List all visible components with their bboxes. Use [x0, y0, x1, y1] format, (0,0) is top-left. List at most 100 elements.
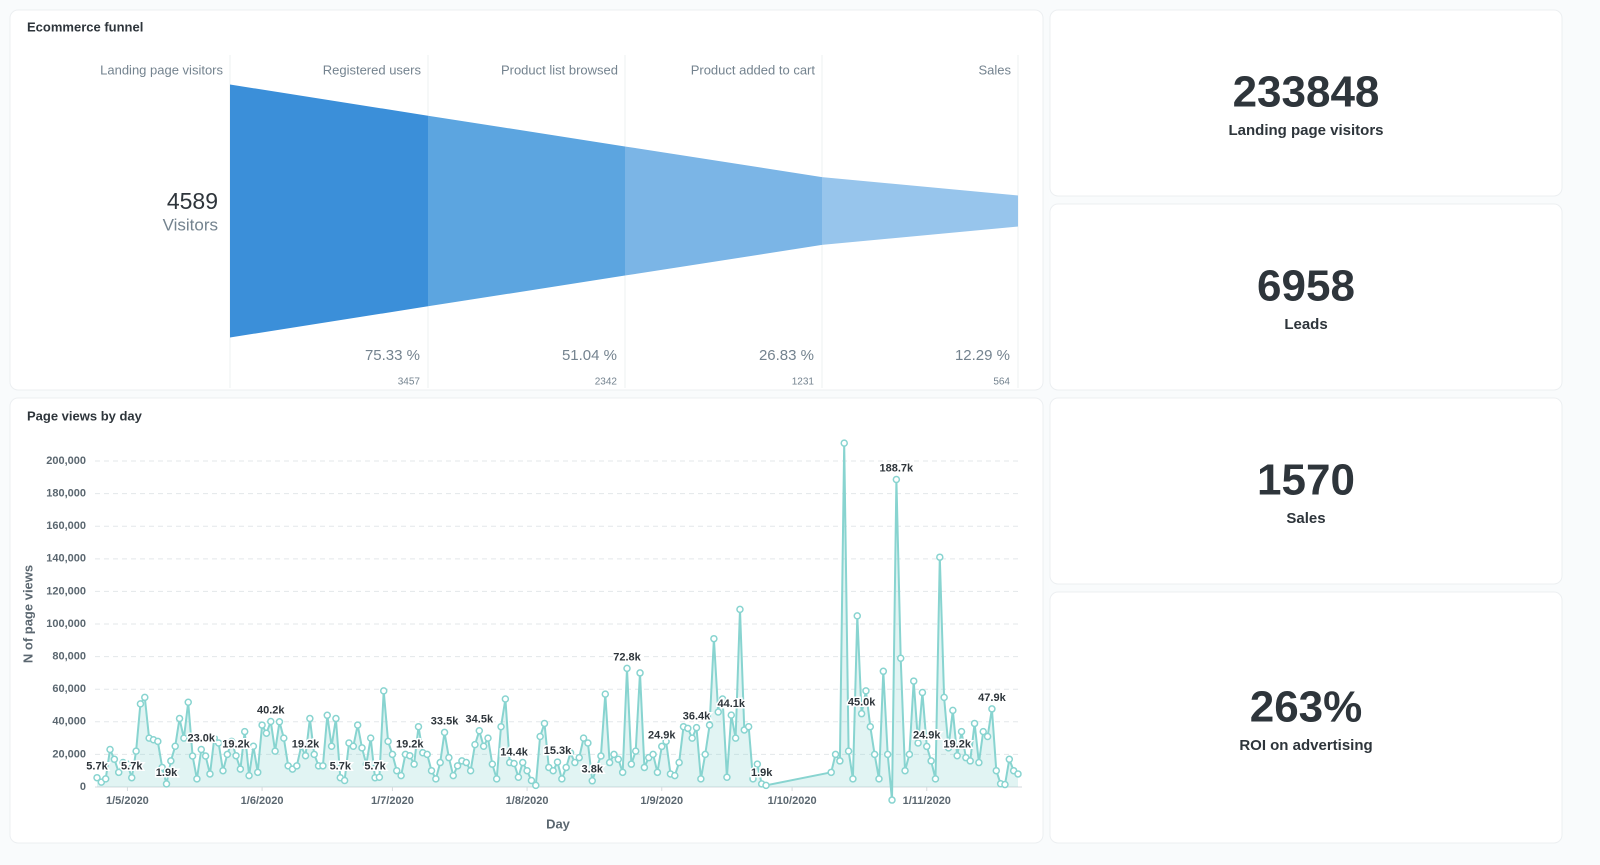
point [132, 747, 140, 755]
point [840, 439, 848, 447]
point [436, 758, 444, 767]
point [896, 654, 905, 663]
point [106, 745, 114, 754]
data-label: 1.9k [751, 767, 773, 779]
x-axis-title: Day [546, 816, 571, 831]
y-tick-label: 0 [80, 781, 86, 793]
point [649, 750, 657, 759]
point [1005, 755, 1014, 764]
point [397, 771, 405, 780]
x-tick-label: 1/8/2020 [506, 795, 549, 807]
point [827, 768, 835, 777]
percent-label: 26.83 % [759, 347, 814, 364]
point [979, 727, 987, 736]
point [605, 758, 614, 767]
point [536, 732, 544, 741]
point [883, 750, 892, 759]
point [206, 770, 214, 778]
point [258, 721, 266, 729]
point [223, 750, 232, 759]
x-tick-label: 1/7/2020 [371, 795, 414, 807]
point [393, 766, 401, 775]
y-axis-title: N of page views [20, 565, 35, 663]
data-label: 33.5k [431, 715, 459, 727]
point [214, 739, 223, 747]
funnel-segment [625, 146, 822, 276]
percent-label: 75.33 % [365, 347, 420, 364]
point [340, 776, 349, 785]
point [575, 753, 583, 762]
point [692, 723, 701, 732]
point [184, 698, 192, 707]
y-tick-label: 100,000 [46, 618, 86, 630]
point [844, 747, 853, 755]
point [909, 677, 918, 685]
point [944, 744, 953, 752]
point [406, 751, 414, 760]
point [193, 775, 201, 783]
data-label: 40.2k [257, 704, 285, 716]
point [705, 721, 714, 729]
point [171, 742, 179, 751]
point [879, 667, 888, 676]
percent-label: 51.04 % [562, 347, 617, 364]
y-tick-label: 140,000 [46, 553, 86, 565]
point [936, 553, 944, 561]
point [271, 747, 279, 755]
point [927, 757, 935, 765]
point [427, 766, 436, 775]
point [675, 758, 683, 767]
data-label: 15.3k [544, 745, 572, 757]
point [440, 728, 449, 737]
point [862, 687, 870, 695]
point [905, 750, 914, 759]
point [327, 742, 336, 751]
data-label: 14.4k [500, 746, 528, 758]
point [671, 771, 679, 780]
count-label: 564 [993, 377, 1010, 388]
point [388, 750, 397, 759]
card-title: Ecommerce funnel [27, 19, 143, 34]
point [306, 714, 314, 723]
point [857, 709, 866, 718]
data-label: 19.2k [396, 739, 424, 751]
point [592, 763, 601, 772]
point [566, 749, 575, 757]
point [749, 775, 757, 783]
x-tick-label: 1/9/2020 [640, 795, 683, 807]
point [310, 750, 318, 759]
point [718, 695, 727, 703]
point [892, 475, 901, 484]
stage-label: Registered users [323, 62, 422, 77]
point [923, 742, 931, 751]
point [154, 737, 162, 746]
point [875, 775, 883, 783]
data-label: 34.5k [466, 714, 494, 726]
point [532, 781, 540, 790]
point [471, 740, 479, 749]
point [640, 763, 649, 772]
point [101, 775, 110, 783]
data-label: 19.2k [222, 739, 250, 751]
point [167, 757, 175, 765]
point [579, 734, 588, 742]
point [684, 724, 692, 733]
point [1014, 770, 1022, 778]
point [931, 775, 940, 783]
point [262, 729, 271, 737]
point [375, 773, 384, 781]
stage-label: Sales [978, 62, 1011, 77]
point [210, 734, 219, 742]
point [614, 755, 623, 764]
point [562, 763, 570, 772]
point [697, 775, 705, 783]
point [484, 734, 492, 742]
kpi-value: 1570 [1257, 456, 1355, 505]
point [492, 775, 501, 783]
point [384, 737, 392, 746]
count-label: 1231 [792, 377, 815, 388]
point [1001, 780, 1009, 789]
point [553, 758, 562, 766]
